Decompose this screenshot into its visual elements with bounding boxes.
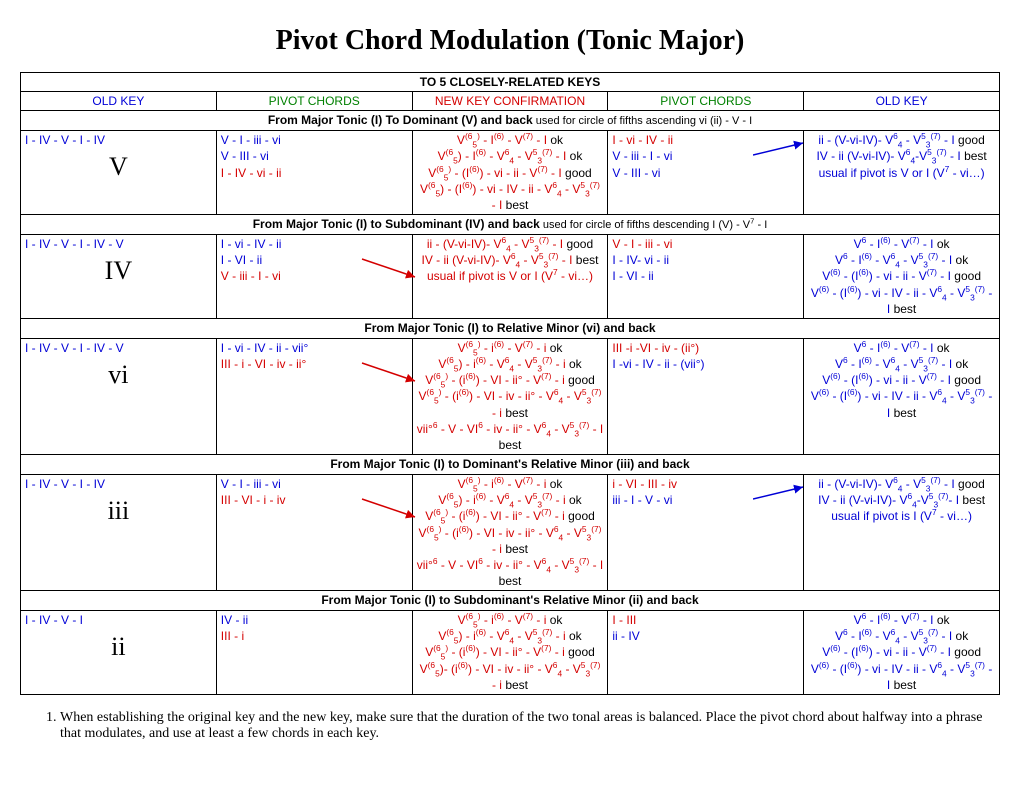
section-row: I - IV - V - IiiIV - iiIII - iV(65) - i(… [21, 611, 1000, 695]
section-row: I - IV - V - I - IViiiV - I - iii - viII… [21, 474, 1000, 590]
page-title: Pivot Chord Modulation (Tonic Major) [20, 25, 1000, 57]
note-item: When establishing the original key and t… [60, 710, 1000, 742]
modulation-table: TO 5 CLOSELY-RELATED KEYSOLD KEYPIVOT CH… [20, 72, 1000, 695]
notes-list: When establishing the original key and t… [20, 710, 1000, 742]
section-row: I - IV - V - I - IV - VIVI - vi - IV - i… [21, 235, 1000, 319]
section-row: I - IV - V - I - IVVV - I - iii - viV - … [21, 131, 1000, 215]
section-row: I - IV - V - I - IV - VviI - vi - IV - i… [21, 338, 1000, 454]
